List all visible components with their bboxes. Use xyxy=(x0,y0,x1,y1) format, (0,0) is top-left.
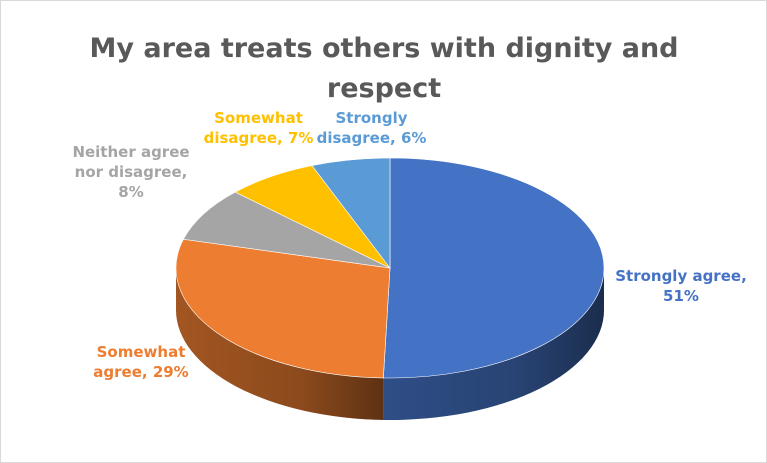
data-label-value: 7% xyxy=(287,129,314,147)
data-label-somewhat-agree: Somewhat agree, 29% xyxy=(93,343,189,381)
slice-somewhat-agree xyxy=(175,238,391,379)
data-label-somewhat-disagree: Somewhat disagree, 7% xyxy=(203,109,314,147)
pie-depth xyxy=(176,268,604,420)
data-label-category: Strongly agree xyxy=(615,267,742,285)
slice-strongly-agree-side-shade xyxy=(383,268,604,420)
data-label-category: Neither agree nor disagree xyxy=(72,143,190,181)
slice-strongly-disagree xyxy=(311,157,391,269)
data-label-category: Strongly disagree xyxy=(316,109,408,147)
data-label-strongly-agree: Strongly agree, 51% xyxy=(615,267,747,305)
data-label-value: 8% xyxy=(118,183,144,201)
data-label-category: Somewhat agree xyxy=(93,343,186,381)
data-label-value: 29% xyxy=(152,363,189,381)
slice-somewhat-agree-side-shade xyxy=(176,268,384,420)
data-label-neither: Neither agree nor disagree, 8% xyxy=(72,143,190,201)
pie-slices xyxy=(175,157,605,379)
data-label-category: Somewhat disagree xyxy=(203,109,303,147)
data-label-value: 6% xyxy=(400,129,427,147)
slice-neither xyxy=(182,191,391,269)
data-label-strongly-disagree: Strongly disagree, 6% xyxy=(316,109,427,147)
data-label-value: 51% xyxy=(663,287,699,305)
chart-title: My area treats others with dignity and r… xyxy=(89,33,679,104)
slice-strongly-agree xyxy=(383,157,605,379)
